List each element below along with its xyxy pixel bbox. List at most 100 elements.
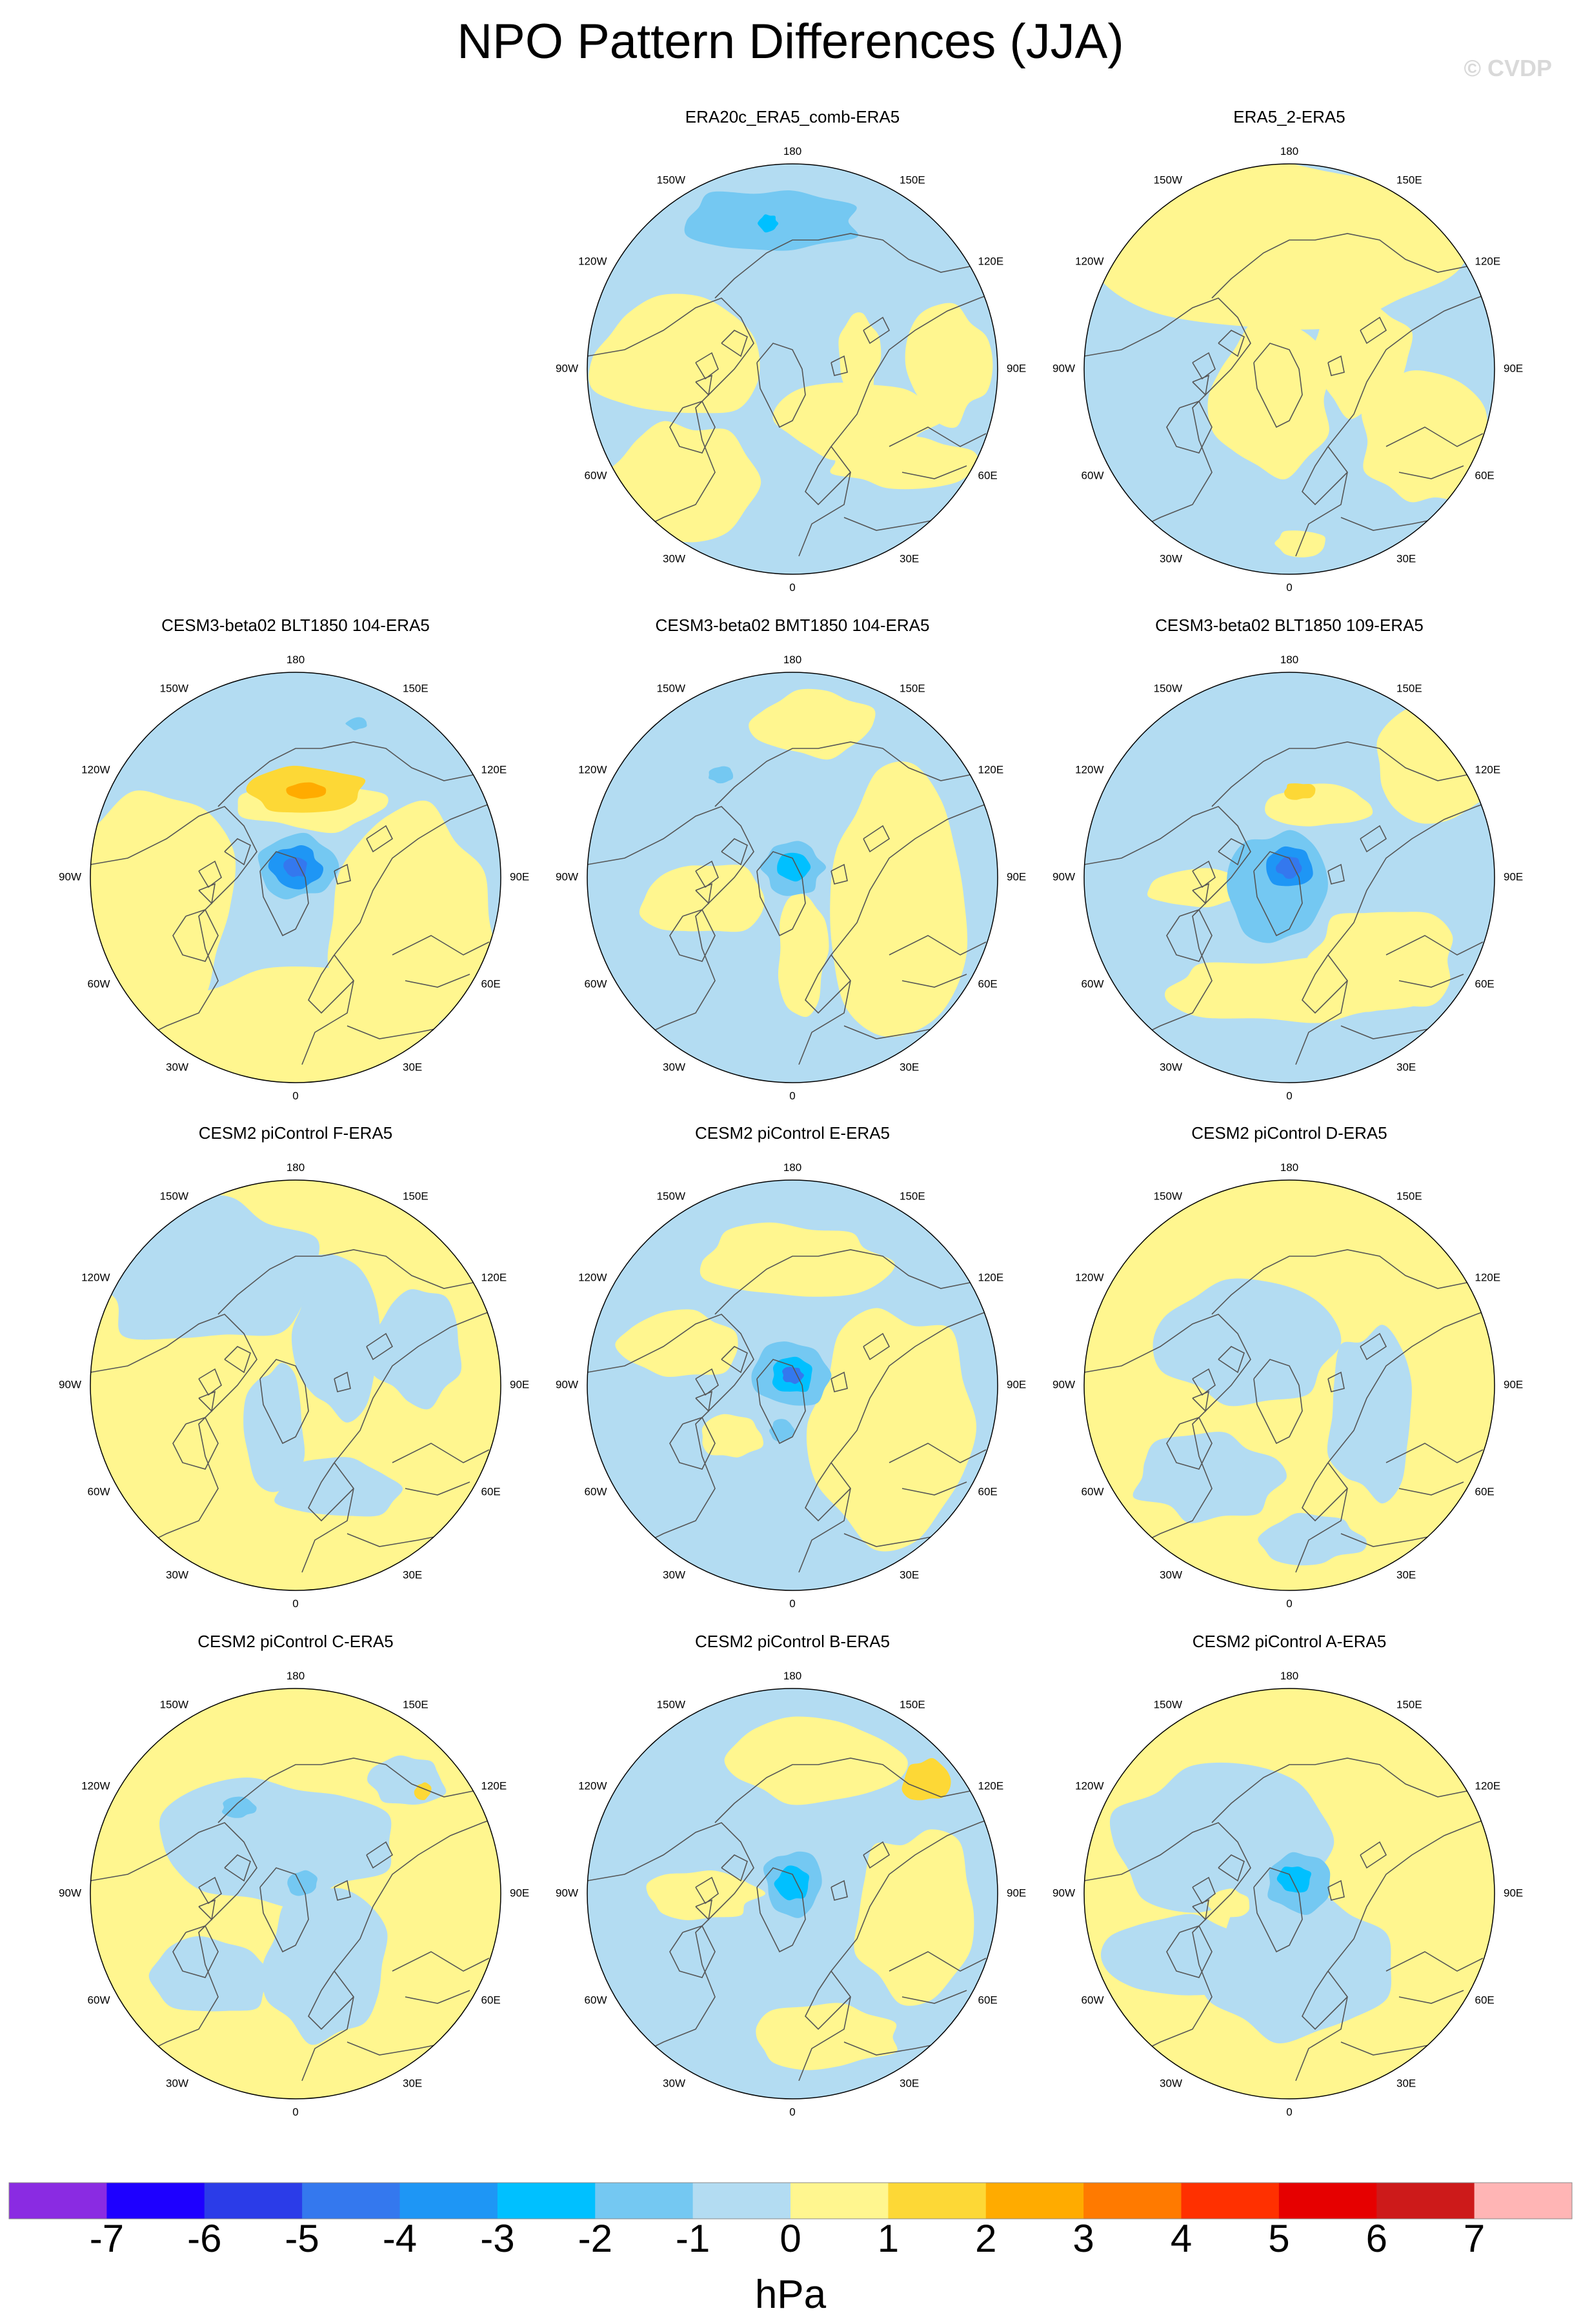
coastline <box>831 1879 848 1901</box>
coastline <box>831 355 848 376</box>
coastline <box>1327 1307 1495 1463</box>
map-border <box>90 672 501 1083</box>
coastline <box>1385 426 1484 447</box>
map-border <box>1083 1179 1495 1591</box>
contour-field <box>1084 1180 1495 1590</box>
coastline <box>669 909 716 962</box>
coastline <box>831 1816 998 1972</box>
contour-region <box>291 1254 380 1423</box>
contour-region <box>283 857 307 877</box>
contour-region <box>274 1457 403 1517</box>
longitude-label: 180 <box>1280 1161 1298 1174</box>
longitude-label: 120W <box>1075 1271 1103 1283</box>
coastline <box>1192 374 1210 396</box>
longitude-label: 30W <box>1160 2078 1182 2090</box>
contour-region <box>287 1870 317 1896</box>
longitude-label: 60W <box>88 1485 110 1498</box>
contour-region <box>243 1363 305 1492</box>
colorbar-tick-label: 6 <box>1366 2217 1387 2260</box>
coastline <box>798 954 851 1065</box>
coastline <box>1218 1854 1245 1882</box>
longitude-label: 0 <box>1286 1090 1292 1102</box>
coastline <box>1295 1462 1348 1573</box>
colorbar-units: hPa <box>754 2272 827 2317</box>
coastline <box>1295 446 1348 557</box>
longitude-label: 180 <box>287 1670 305 1682</box>
coastline <box>198 1390 216 1412</box>
longitude-label: 0 <box>1286 581 1292 594</box>
longitude-label: 30W <box>663 553 685 565</box>
contour-region <box>142 966 461 1083</box>
coastline <box>901 1481 967 1496</box>
coastline <box>587 297 754 537</box>
longitude-label: 60W <box>1082 469 1104 481</box>
longitude-label: 0 <box>789 2106 795 2118</box>
coastline <box>1327 291 1495 447</box>
coastline <box>805 1462 851 1522</box>
longitude-label: 30E <box>403 1569 422 1581</box>
coastline <box>1192 1899 1210 1921</box>
colorbar-tick-label: -7 <box>90 2217 124 2260</box>
coastline <box>1084 297 1251 537</box>
longitude-label: 180 <box>783 145 801 157</box>
longitude-label: 90W <box>59 1378 81 1390</box>
longitude-label: 0 <box>1286 2106 1292 2118</box>
longitude-label: 180 <box>287 1161 305 1174</box>
longitude-label: 150E <box>900 683 925 695</box>
colorbar-tick-label: -6 <box>187 2217 221 2260</box>
contour-field <box>90 1180 501 1590</box>
panel-title: CESM2 piControl A-ERA5 <box>1193 1632 1387 1651</box>
coastline <box>669 1925 716 1978</box>
map-border <box>587 1179 998 1591</box>
coastline <box>1295 954 1348 1065</box>
coastlines <box>587 233 998 557</box>
colorbar-tick-label: 2 <box>975 2217 996 2260</box>
longitude-label: 60W <box>585 1485 607 1498</box>
colorbar-tick-label: 0 <box>780 2217 801 2260</box>
longitude-label: 150W <box>657 683 685 695</box>
longitude-label: 120W <box>81 1779 110 1792</box>
longitude-label: 0 <box>292 1598 298 1610</box>
longitude-label: 150W <box>657 1190 685 1203</box>
map-panels: ERA20c_ERA5_comb-ERA5 180 150E 120E 90E 60E 30… <box>59 107 1523 2118</box>
contour-region <box>756 2003 898 2070</box>
coastline <box>366 825 394 853</box>
longitude-label: 120W <box>578 1271 607 1283</box>
coastline <box>805 446 851 506</box>
coastline <box>1302 1970 1348 2030</box>
coastline <box>1218 838 1245 866</box>
longitude-label: 150E <box>403 1190 428 1203</box>
longitude-label: 60W <box>88 977 110 990</box>
coastline <box>721 330 748 357</box>
coastline <box>172 1417 219 1470</box>
coastline <box>587 806 754 1046</box>
longitude-label: 150E <box>900 174 925 186</box>
longitude-label: 150W <box>160 1699 188 1711</box>
longitude-label: 30W <box>166 2078 188 2090</box>
longitude-label: 150E <box>403 1699 428 1711</box>
longitude-label: 120W <box>578 763 607 776</box>
coastline <box>198 883 216 905</box>
longitude-label: 60E <box>1475 469 1495 481</box>
colorbar-tick-label: -1 <box>676 2217 710 2260</box>
longitude-label: 150W <box>160 1190 188 1203</box>
longitude-label: 90E <box>510 1378 529 1390</box>
coastline <box>1192 1876 1216 1905</box>
contour-field <box>1084 672 1495 1083</box>
longitude-label: 120E <box>978 255 1004 267</box>
contour-region <box>262 1888 388 2045</box>
coastline <box>334 1816 501 1972</box>
panel-title: ERA5_2-ERA5 <box>1233 107 1345 126</box>
longitude-label: 120W <box>81 1271 110 1283</box>
longitude-label: 90E <box>1007 1887 1026 1899</box>
longitude-label: 150E <box>1396 683 1422 695</box>
coastline <box>798 1462 851 1573</box>
contour-field <box>587 164 998 574</box>
colorbar-tick-label: 1 <box>878 2217 899 2260</box>
panel-title: CESM2 piControl B-ERA5 <box>695 1632 890 1651</box>
coastline <box>901 974 967 988</box>
longitude-label: 30E <box>900 1569 919 1581</box>
longitude-label: 120E <box>481 763 507 776</box>
coastlines <box>1084 1249 1495 1573</box>
contour-region <box>905 303 993 428</box>
